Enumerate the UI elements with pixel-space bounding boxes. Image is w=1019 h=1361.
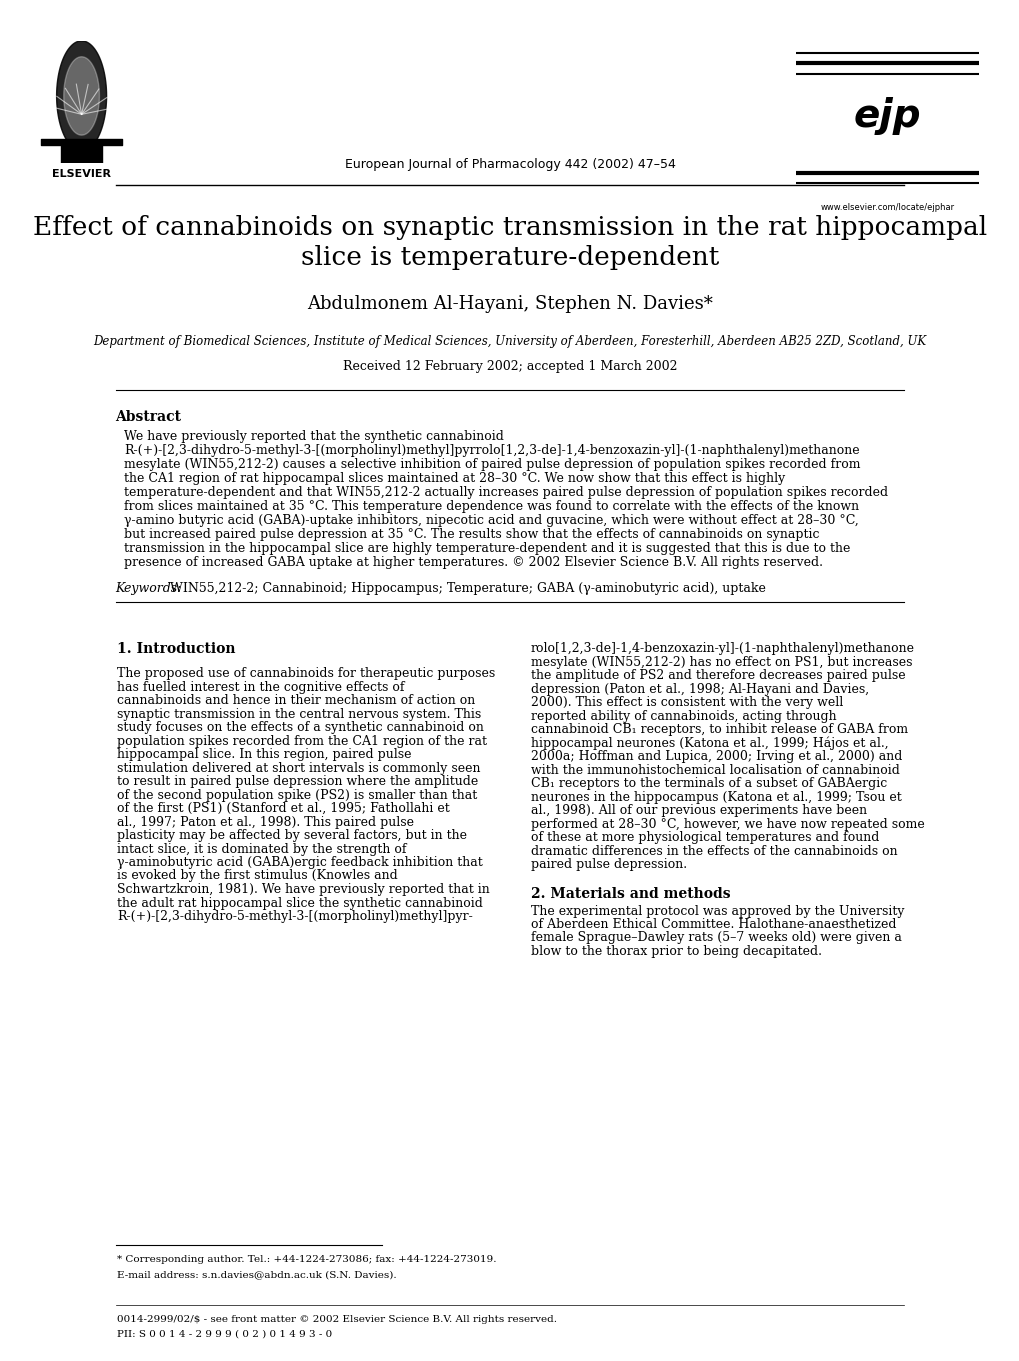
Text: Schwartzkroin, 1981). We have previously reported that in: Schwartzkroin, 1981). We have previously… <box>117 883 489 896</box>
Text: temperature-dependent and that WIN55,212-2 actually increases paired pulse depre: temperature-dependent and that WIN55,212… <box>123 486 888 499</box>
Text: Effect of cannabinoids on synaptic transmission in the rat hippocampal: Effect of cannabinoids on synaptic trans… <box>33 215 986 240</box>
Text: E-mail address: s.n.davies@abdn.ac.uk (S.N. Davies).: E-mail address: s.n.davies@abdn.ac.uk (S… <box>117 1270 396 1279</box>
Text: but increased paired pulse depression at 35 °C. The results show that the effect: but increased paired pulse depression at… <box>123 528 818 542</box>
Text: rolo[1,2,3-de]-1,4-benzoxazin-yl]-(1-naphthalenyl)methanone: rolo[1,2,3-de]-1,4-benzoxazin-yl]-(1-nap… <box>531 642 914 655</box>
Text: al., 1997; Paton et al., 1998). This paired pulse: al., 1997; Paton et al., 1998). This pai… <box>117 815 414 829</box>
Text: Department of Biomedical Sciences, Institute of Medical Sciences, University of : Department of Biomedical Sciences, Insti… <box>94 335 925 348</box>
Text: to result in paired pulse depression where the amplitude: to result in paired pulse depression whe… <box>117 774 478 788</box>
Text: WIN55,212-2; Cannabinoid; Hippocampus; Temperature; GABA (γ-aminobutyric acid), : WIN55,212-2; Cannabinoid; Hippocampus; T… <box>170 583 765 595</box>
Text: hippocampal neurones (Katona et al., 1999; Hájos et al.,: hippocampal neurones (Katona et al., 199… <box>531 736 888 750</box>
Text: of these at more physiological temperatures and found: of these at more physiological temperatu… <box>531 832 878 844</box>
Text: blow to the thorax prior to being decapitated.: blow to the thorax prior to being decapi… <box>531 945 821 958</box>
Text: neurones in the hippocampus (Katona et al., 1999; Tsou et: neurones in the hippocampus (Katona et a… <box>531 791 901 803</box>
Text: presence of increased GABA uptake at higher temperatures. © 2002 Elsevier Scienc: presence of increased GABA uptake at hig… <box>123 557 822 569</box>
Text: Abdulmonem Al-Hayani, Stephen N. Davies*: Abdulmonem Al-Hayani, Stephen N. Davies* <box>307 295 712 313</box>
Text: We have previously reported that the synthetic cannabinoid: We have previously reported that the syn… <box>123 430 503 442</box>
Text: 2000). This effect is consistent with the very well: 2000). This effect is consistent with th… <box>531 695 843 709</box>
Text: ELSEVIER: ELSEVIER <box>52 169 111 180</box>
Text: dramatic differences in the effects of the cannabinoids on: dramatic differences in the effects of t… <box>531 844 897 857</box>
Text: R-(+)-[2,3-dihydro-5-methyl-3-[(morpholinyl)methyl]pyrrolo[1,2,3-de]-1,4-benzoxa: R-(+)-[2,3-dihydro-5-methyl-3-[(morpholi… <box>123 444 859 457</box>
Text: transmission in the hippocampal slice are highly temperature-dependent and it is: transmission in the hippocampal slice ar… <box>123 542 849 555</box>
Text: mesylate (WIN55,212-2) causes a selective inhibition of paired pulse depression : mesylate (WIN55,212-2) causes a selectiv… <box>123 459 859 471</box>
Polygon shape <box>64 57 100 135</box>
Text: paired pulse depression.: paired pulse depression. <box>531 857 687 871</box>
Text: plasticity may be affected by several factors, but in the: plasticity may be affected by several fa… <box>117 829 467 842</box>
Text: cannabinoids and hence in their mechanism of action on: cannabinoids and hence in their mechanis… <box>117 694 475 706</box>
Text: γ-aminobutyric acid (GABA)ergic feedback inhibition that: γ-aminobutyric acid (GABA)ergic feedback… <box>117 856 482 870</box>
Text: ejp: ejp <box>853 97 920 135</box>
Text: population spikes recorded from the CA1 region of the rat: population spikes recorded from the CA1 … <box>117 735 487 747</box>
Text: 2. Materials and methods: 2. Materials and methods <box>531 886 730 901</box>
Text: female Sprague–Dawley rats (5–7 weeks old) were given a: female Sprague–Dawley rats (5–7 weeks ol… <box>531 931 901 945</box>
Text: of the first (PS1) (Stanford et al., 1995; Fathollahi et: of the first (PS1) (Stanford et al., 199… <box>117 802 449 815</box>
Text: R-(+)-[2,3-dihydro-5-methyl-3-[(morpholinyl)methyl]pyr-: R-(+)-[2,3-dihydro-5-methyl-3-[(morpholi… <box>117 911 473 923</box>
Text: with the immunohistochemical localisation of cannabinoid: with the immunohistochemical localisatio… <box>531 764 899 777</box>
Text: 2000a; Hoffman and Lupica, 2000; Irving et al., 2000) and: 2000a; Hoffman and Lupica, 2000; Irving … <box>531 750 902 764</box>
Text: from slices maintained at 35 °C. This temperature dependence was found to correl: from slices maintained at 35 °C. This te… <box>123 499 858 513</box>
Text: mesylate (WIN55,212-2) has no effect on PS1, but increases: mesylate (WIN55,212-2) has no effect on … <box>531 656 912 668</box>
Text: * Corresponding author. Tel.: +44-1224-273086; fax: +44-1224-273019.: * Corresponding author. Tel.: +44-1224-2… <box>117 1255 496 1264</box>
Polygon shape <box>57 41 107 151</box>
Text: Keywords:: Keywords: <box>115 583 181 595</box>
Text: hippocampal slice. In this region, paired pulse: hippocampal slice. In this region, paire… <box>117 749 412 761</box>
Text: stimulation delivered at short intervals is commonly seen: stimulation delivered at short intervals… <box>117 762 480 774</box>
Text: The proposed use of cannabinoids for therapeutic purposes: The proposed use of cannabinoids for the… <box>117 667 495 680</box>
Text: γ-amino butyric acid (GABA)-uptake inhibitors, nipecotic acid and guvacine, whic: γ-amino butyric acid (GABA)-uptake inhib… <box>123 514 858 527</box>
Text: CB₁ receptors to the terminals of a subset of GABAergic: CB₁ receptors to the terminals of a subs… <box>531 777 887 789</box>
Text: reported ability of cannabinoids, acting through: reported ability of cannabinoids, acting… <box>531 709 836 723</box>
Text: 0014-2999/02/$ - see front matter © 2002 Elsevier Science B.V. All rights reserv: 0014-2999/02/$ - see front matter © 2002… <box>117 1315 556 1324</box>
Text: European Journal of Pharmacology 442 (2002) 47–54: European Journal of Pharmacology 442 (20… <box>344 158 675 171</box>
Text: study focuses on the effects of a synthetic cannabinoid on: study focuses on the effects of a synthe… <box>117 721 483 734</box>
Text: synaptic transmission in the central nervous system. This: synaptic transmission in the central ner… <box>117 708 481 720</box>
Text: the amplitude of PS2 and therefore decreases paired pulse: the amplitude of PS2 and therefore decre… <box>531 670 905 682</box>
Text: performed at 28–30 °C, however, we have now repeated some: performed at 28–30 °C, however, we have … <box>531 818 924 830</box>
Text: al., 1998). All of our previous experiments have been: al., 1998). All of our previous experime… <box>531 804 866 817</box>
Text: Abstract: Abstract <box>115 410 181 425</box>
Text: slice is temperature-dependent: slice is temperature-dependent <box>301 245 718 269</box>
Text: has fuelled interest in the cognitive effects of: has fuelled interest in the cognitive ef… <box>117 680 405 694</box>
Text: cannabinoid CB₁ receptors, to inhibit release of GABA from: cannabinoid CB₁ receptors, to inhibit re… <box>531 723 907 736</box>
Text: the adult rat hippocampal slice the synthetic cannabinoid: the adult rat hippocampal slice the synt… <box>117 897 482 909</box>
Text: the CA1 region of rat hippocampal slices maintained at 28–30 °C. We now show tha: the CA1 region of rat hippocampal slices… <box>123 472 785 485</box>
Text: intact slice, it is dominated by the strength of: intact slice, it is dominated by the str… <box>117 842 407 856</box>
Bar <box>61 146 102 163</box>
Text: The experimental protocol was approved by the University: The experimental protocol was approved b… <box>531 905 904 917</box>
Text: of Aberdeen Ethical Committee. Halothane-anaesthetized: of Aberdeen Ethical Committee. Halothane… <box>531 919 896 931</box>
Text: Received 12 February 2002; accepted 1 March 2002: Received 12 February 2002; accepted 1 Ma… <box>342 361 677 373</box>
Text: is evoked by the first stimulus (Knowles and: is evoked by the first stimulus (Knowles… <box>117 870 397 882</box>
Text: 1. Introduction: 1. Introduction <box>117 642 235 656</box>
Text: of the second population spike (PS2) is smaller than that: of the second population spike (PS2) is … <box>117 788 477 802</box>
Text: depression (Paton et al., 1998; Al-Hayani and Davies,: depression (Paton et al., 1998; Al-Hayan… <box>531 682 868 695</box>
Text: www.elsevier.com/locate/ejphar: www.elsevier.com/locate/ejphar <box>819 203 954 211</box>
Text: PII: S 0 0 1 4 - 2 9 9 9 ( 0 2 ) 0 1 4 9 3 - 0: PII: S 0 0 1 4 - 2 9 9 9 ( 0 2 ) 0 1 4 9… <box>117 1330 332 1339</box>
